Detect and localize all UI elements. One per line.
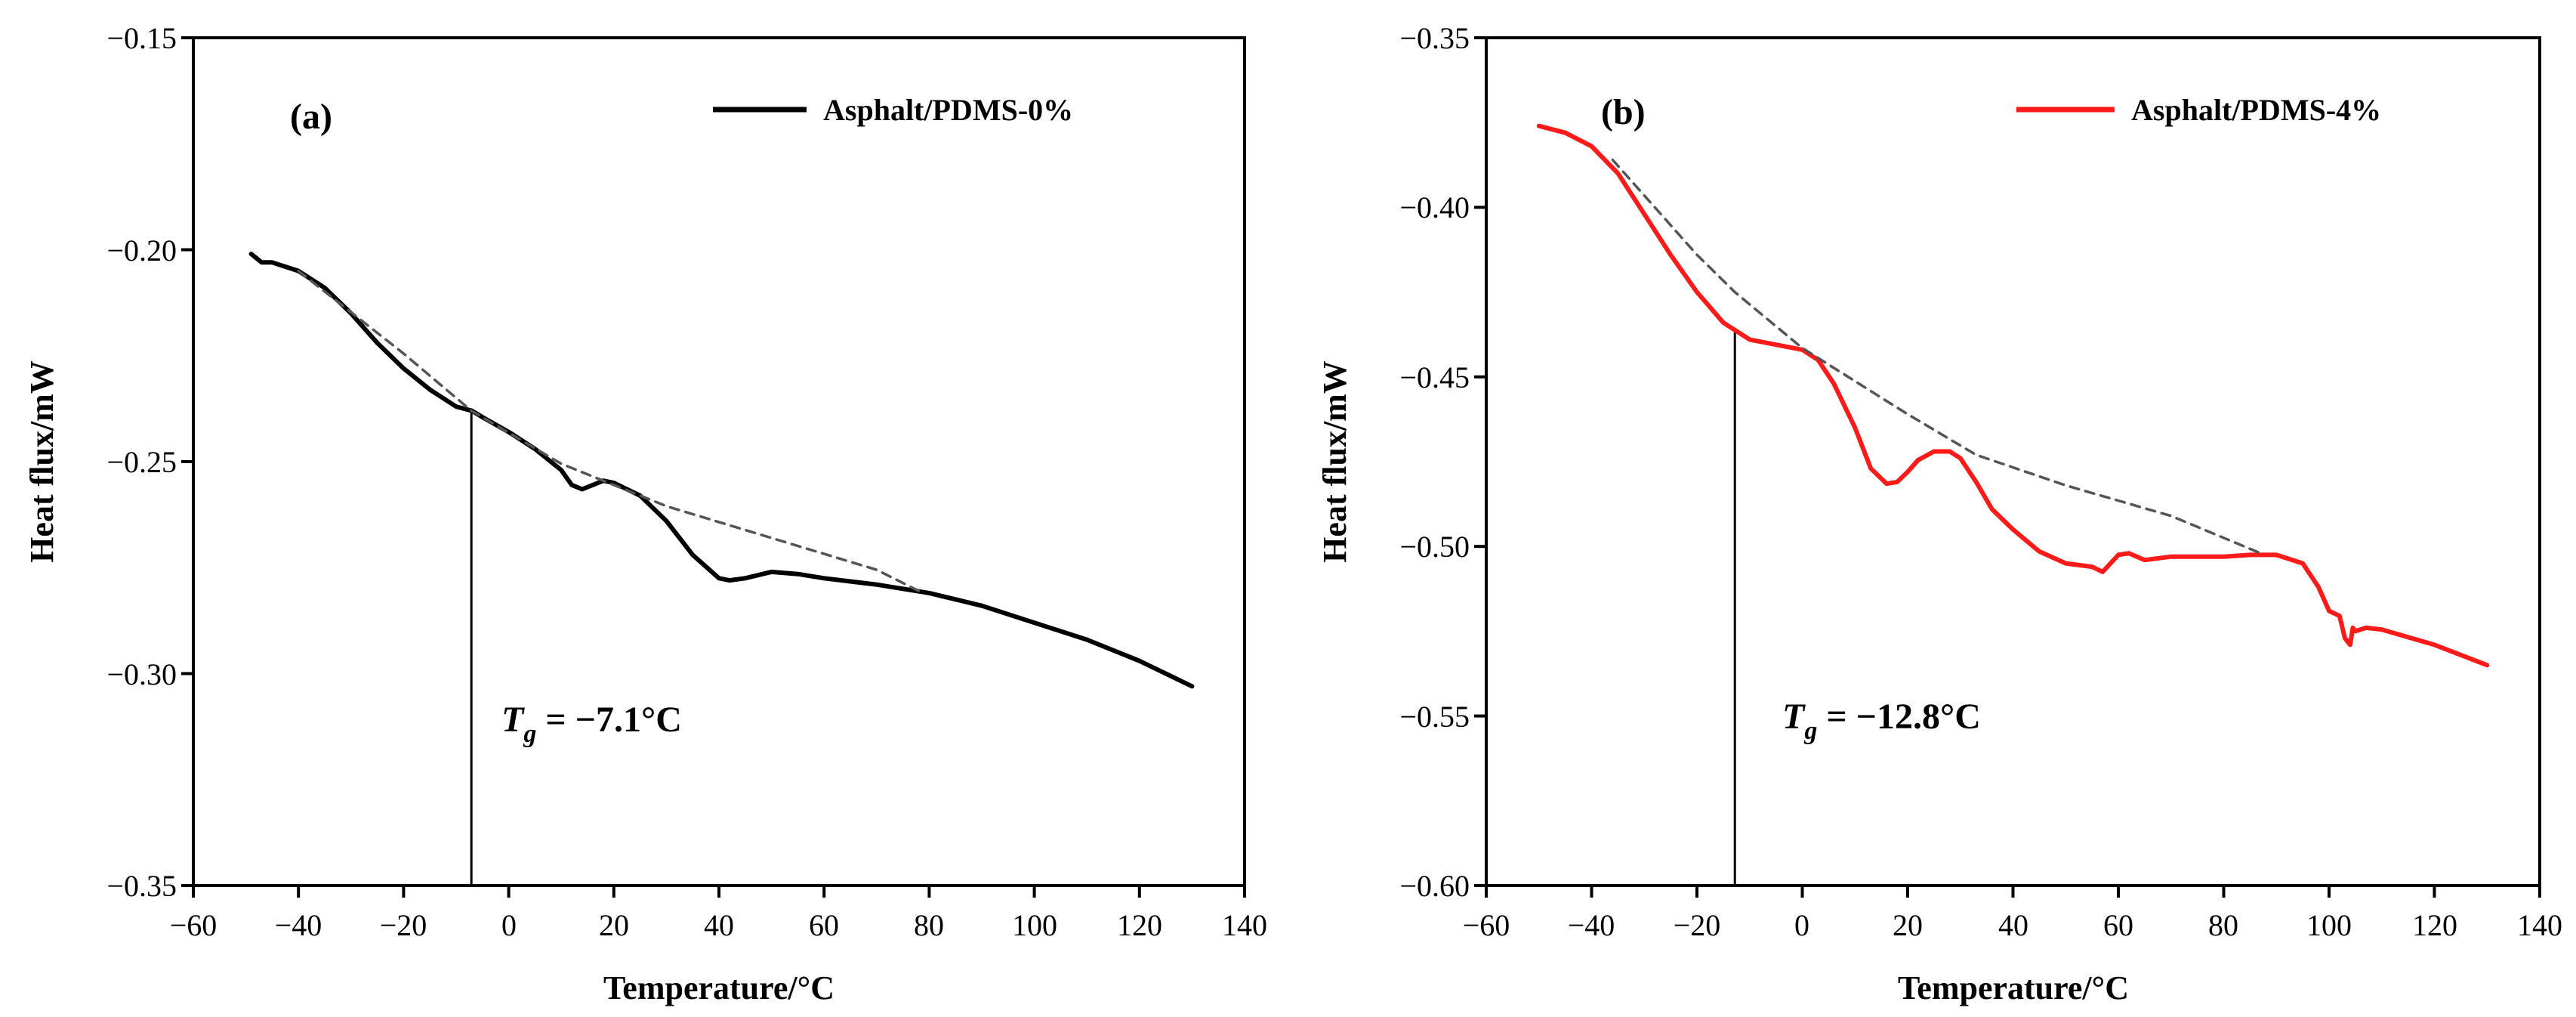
x-tick-label: −40	[1568, 908, 1615, 942]
x-tick-label: 40	[1998, 908, 2028, 942]
y-tick-label: −0.40	[1399, 190, 1470, 224]
y-tick-label: −0.45	[1399, 360, 1470, 394]
baseline-dashed-line	[1611, 158, 2263, 555]
baseline-dashed-line	[297, 269, 921, 592]
y-axis-title: Heat flux/mW	[1316, 360, 1353, 563]
x-tick-label: 140	[1222, 908, 1267, 942]
plot-frame	[192, 36, 1246, 887]
y-tick-label: −0.50	[1399, 530, 1470, 564]
x-tick-label: 140	[2517, 908, 2562, 942]
x-tick-label: 20	[1893, 908, 1923, 942]
tg-value: = −12.8°C	[1817, 697, 1981, 737]
tg-annotation: Tg = −12.8°C	[1782, 697, 1981, 745]
x-axis-title: Temperature/°C	[603, 969, 835, 1006]
panel-label: (b)	[1601, 92, 1646, 132]
y-tick-label: −0.35	[106, 869, 177, 903]
x-tick-label: 20	[599, 908, 629, 942]
y-axis-title: Heat flux/mW	[23, 360, 60, 563]
chart-marks	[248, 252, 1195, 886]
tg-symbol: T	[1782, 697, 1806, 737]
x-tick-label: 60	[809, 908, 839, 942]
x-tick-label: −20	[1674, 908, 1721, 942]
x-tick-label: 0	[1794, 908, 1809, 942]
chart-marks	[1536, 123, 2490, 886]
x-tick-label: 100	[1012, 908, 1057, 942]
panel-label: (a)	[290, 97, 332, 137]
tg-symbol: T	[501, 700, 525, 740]
x-tick-label: 80	[2208, 908, 2238, 942]
tg-annotation: Tg = −7.1°C	[501, 700, 682, 748]
x-tick-label: −20	[380, 908, 427, 942]
tg-subscript: g	[1803, 717, 1817, 745]
y-tick-label: −0.60	[1399, 869, 1470, 903]
chart-panel-a: −60 −40 −20 0 20 40 60 80 100 120 140 −0…	[23, 21, 1267, 1006]
y-tick-label: −0.25	[106, 445, 177, 479]
x-axis-title: Temperature/°C	[1898, 969, 2129, 1006]
x-tick-label: 60	[2103, 908, 2133, 942]
y-tick-label: −0.30	[106, 657, 177, 691]
y-tick-label: −0.15	[106, 21, 177, 55]
axis-ticks	[1474, 36, 2541, 898]
axis-ticks	[181, 36, 1246, 898]
x-tick-label: 40	[704, 908, 734, 942]
chart-panel-b: −60 −40 −20 0 20 40 60 80 100 120 140 −0…	[1316, 21, 2562, 1006]
x-tick-label: 120	[1117, 908, 1162, 942]
x-tick-label: −60	[1463, 908, 1510, 942]
x-tick-label: −60	[170, 908, 217, 942]
x-tick-label: 0	[501, 908, 517, 942]
x-tick-label: 80	[914, 908, 944, 942]
plot-frame	[1485, 36, 2541, 887]
x-tick-label: −40	[275, 908, 322, 942]
series-line	[1536, 123, 2490, 668]
x-tick-label: 120	[2412, 908, 2457, 942]
y-tick-label: −0.20	[106, 233, 177, 267]
y-tick-label: −0.35	[1399, 21, 1470, 55]
x-tick-label: 100	[2306, 908, 2352, 942]
legend-label: Asphalt/PDMS-4%	[2131, 93, 2381, 127]
tg-subscript: g	[523, 720, 536, 748]
series-line	[248, 252, 1195, 689]
y-tick-label: −0.55	[1399, 700, 1470, 734]
tg-value: = −7.1°C	[536, 700, 682, 740]
legend-label: Asphalt/PDMS-0%	[823, 93, 1073, 127]
